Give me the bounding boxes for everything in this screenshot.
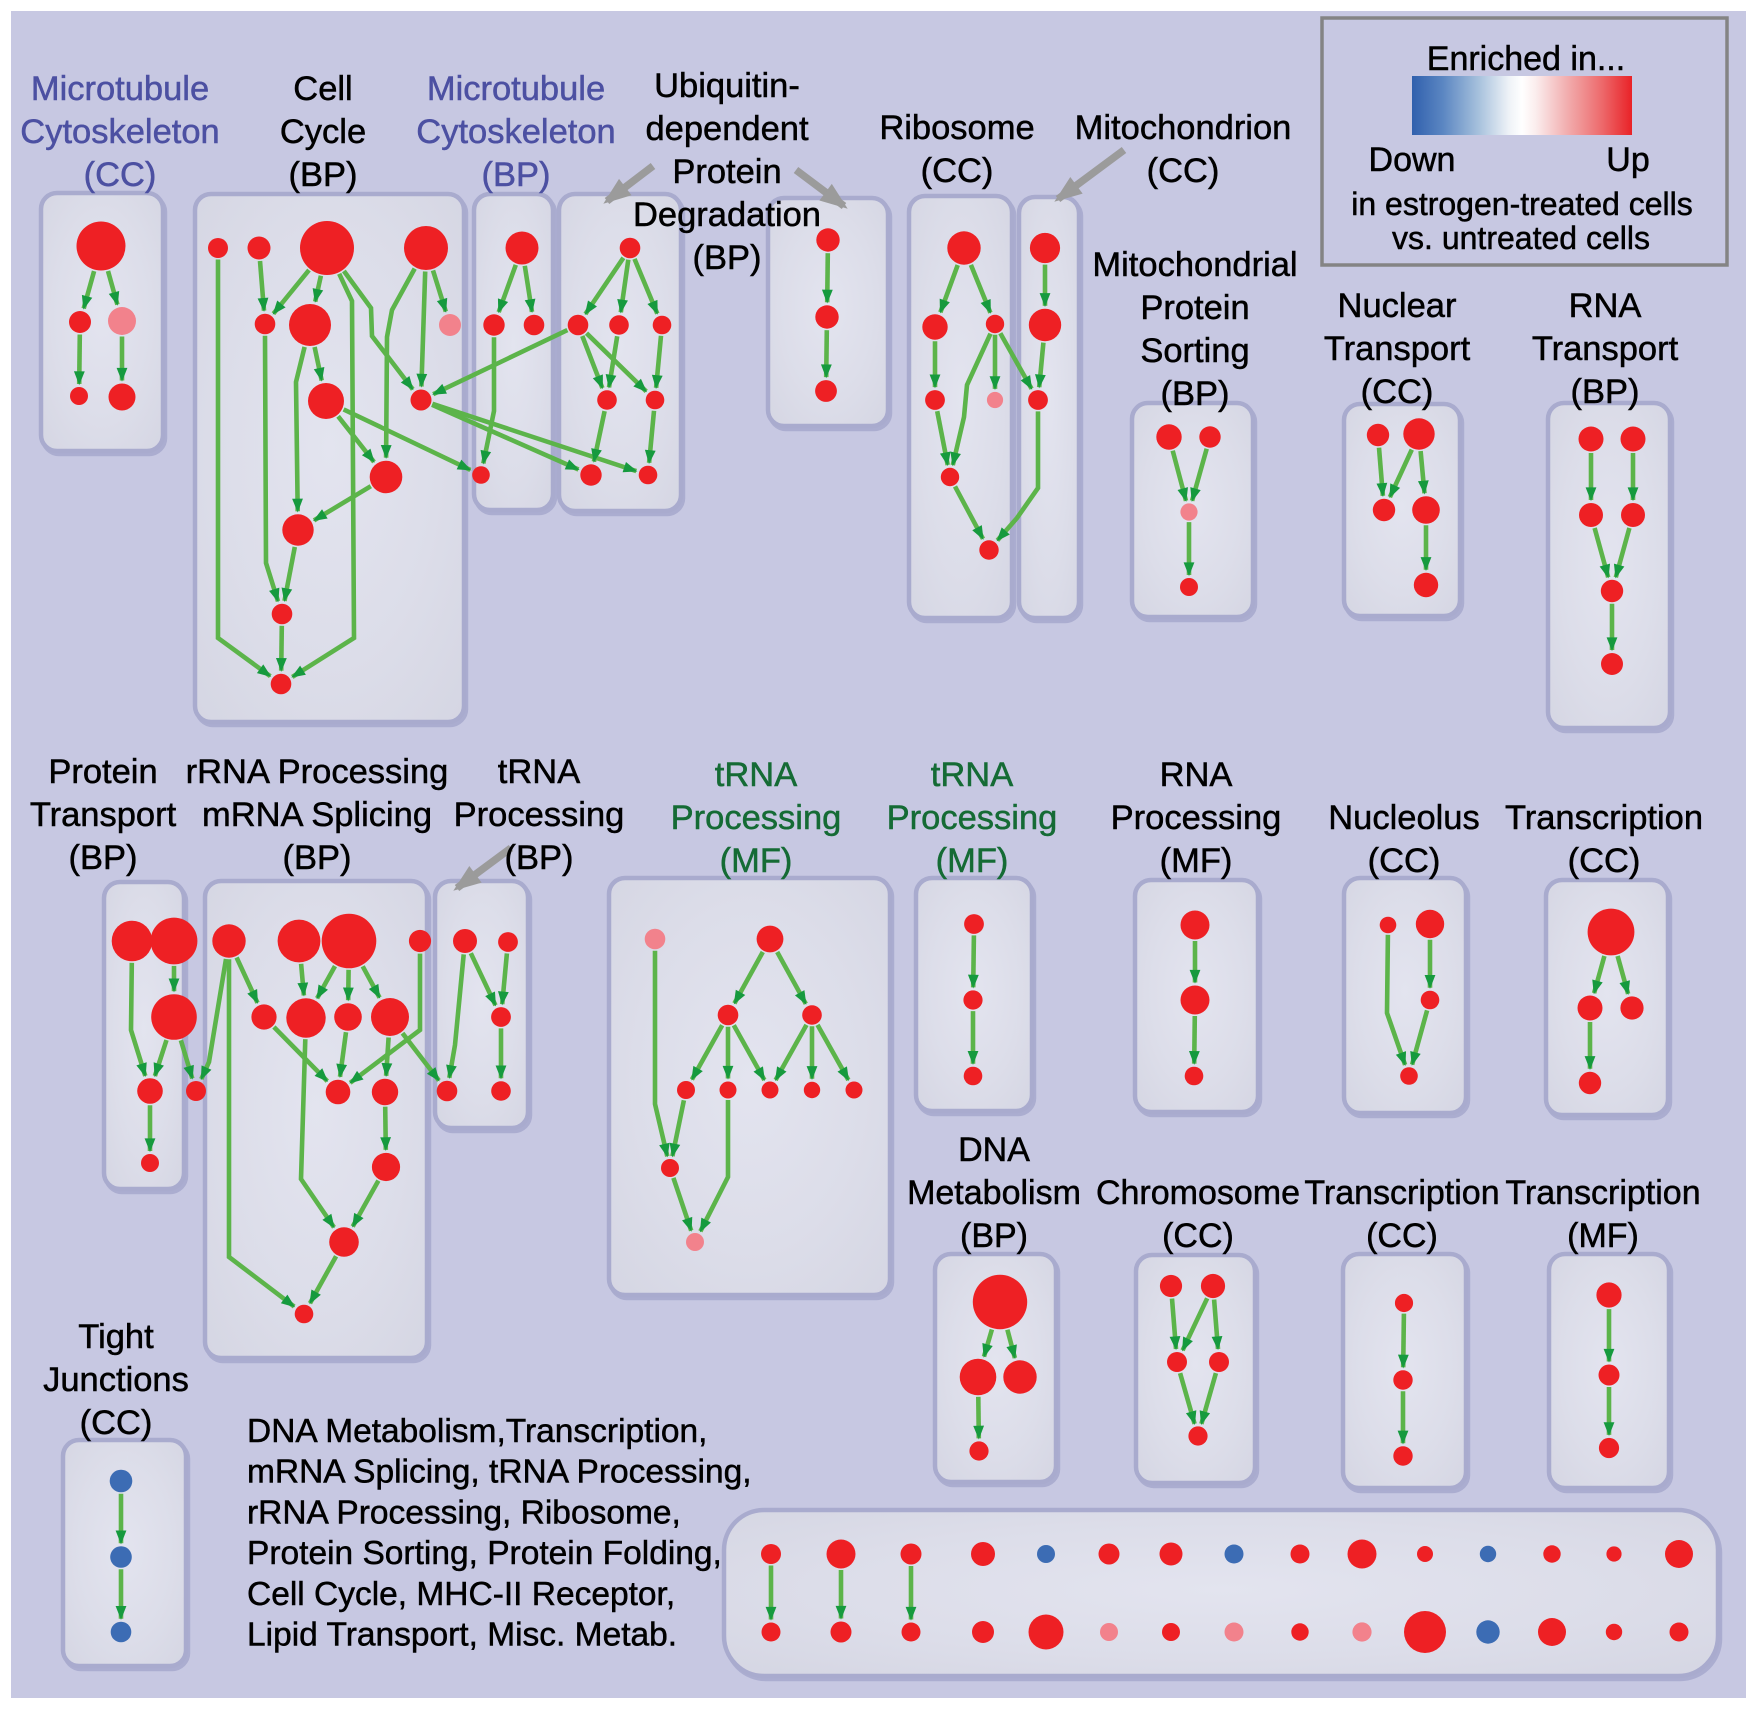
- svg-text:Transcription(CC): Transcription (CC): [1304, 1174, 1499, 1255]
- svg-text:in estrogen-treated cells: in estrogen-treated cells: [1351, 186, 1693, 222]
- svg-text:Transcription(CC): Transcription (CC): [1505, 799, 1703, 880]
- svg-text:Transcription(MF): Transcription (MF): [1505, 1174, 1700, 1255]
- svg-text:Ribosome(CC): Ribosome (CC): [879, 109, 1034, 190]
- svg-text:Nucleolus(CC): Nucleolus (CC): [1328, 799, 1480, 880]
- svg-text:Chromosome(CC): Chromosome (CC): [1096, 1174, 1300, 1255]
- svg-text:Mitochondrion(CC): Mitochondrion (CC): [1075, 109, 1292, 190]
- svg-text:Down: Down: [1369, 141, 1456, 179]
- svg-text:DNA Metabolism,Transcription,m: DNA Metabolism,Transcription, mRNA Splici…: [247, 1413, 752, 1654]
- svg-text:Up: Up: [1606, 141, 1649, 179]
- svg-text:vs. untreated cells: vs. untreated cells: [1392, 220, 1650, 256]
- svg-text:Enriched in...: Enriched in...: [1427, 40, 1625, 78]
